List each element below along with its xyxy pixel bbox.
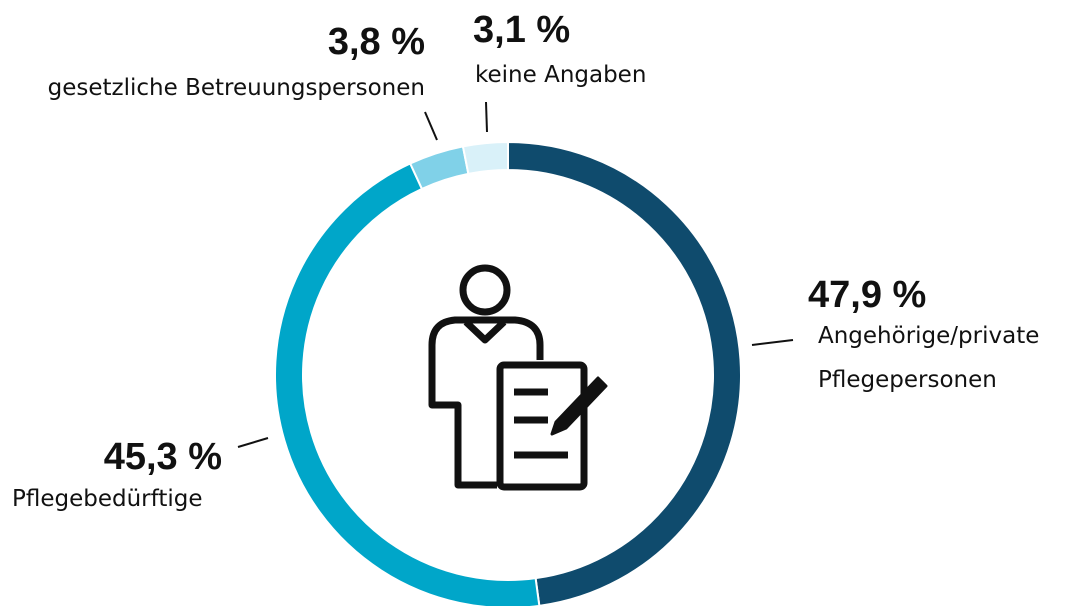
value-label: 47,9 % bbox=[808, 274, 927, 316]
category-label: gesetzliche Betreuungspersonen bbox=[47, 75, 425, 101]
value-label: 45,3 % bbox=[103, 436, 222, 478]
leader-line bbox=[751, 339, 794, 346]
category-label: keine Angaben bbox=[475, 62, 647, 88]
icon bbox=[428, 264, 608, 491]
value-label: 3,1 % bbox=[473, 9, 571, 51]
leader-lines bbox=[237, 101, 794, 448]
leader-line bbox=[485, 101, 488, 133]
category-label: Pflegebedürftige bbox=[12, 486, 203, 512]
donut-segment bbox=[507, 140, 742, 606]
leader-line bbox=[424, 111, 438, 141]
leader-line bbox=[237, 437, 269, 448]
donut-segment bbox=[408, 145, 470, 191]
donut-segment bbox=[461, 140, 509, 176]
category-label: Angehörige/private Pflegepersonen bbox=[818, 323, 1040, 393]
value-label: 3,8 % bbox=[327, 21, 425, 63]
